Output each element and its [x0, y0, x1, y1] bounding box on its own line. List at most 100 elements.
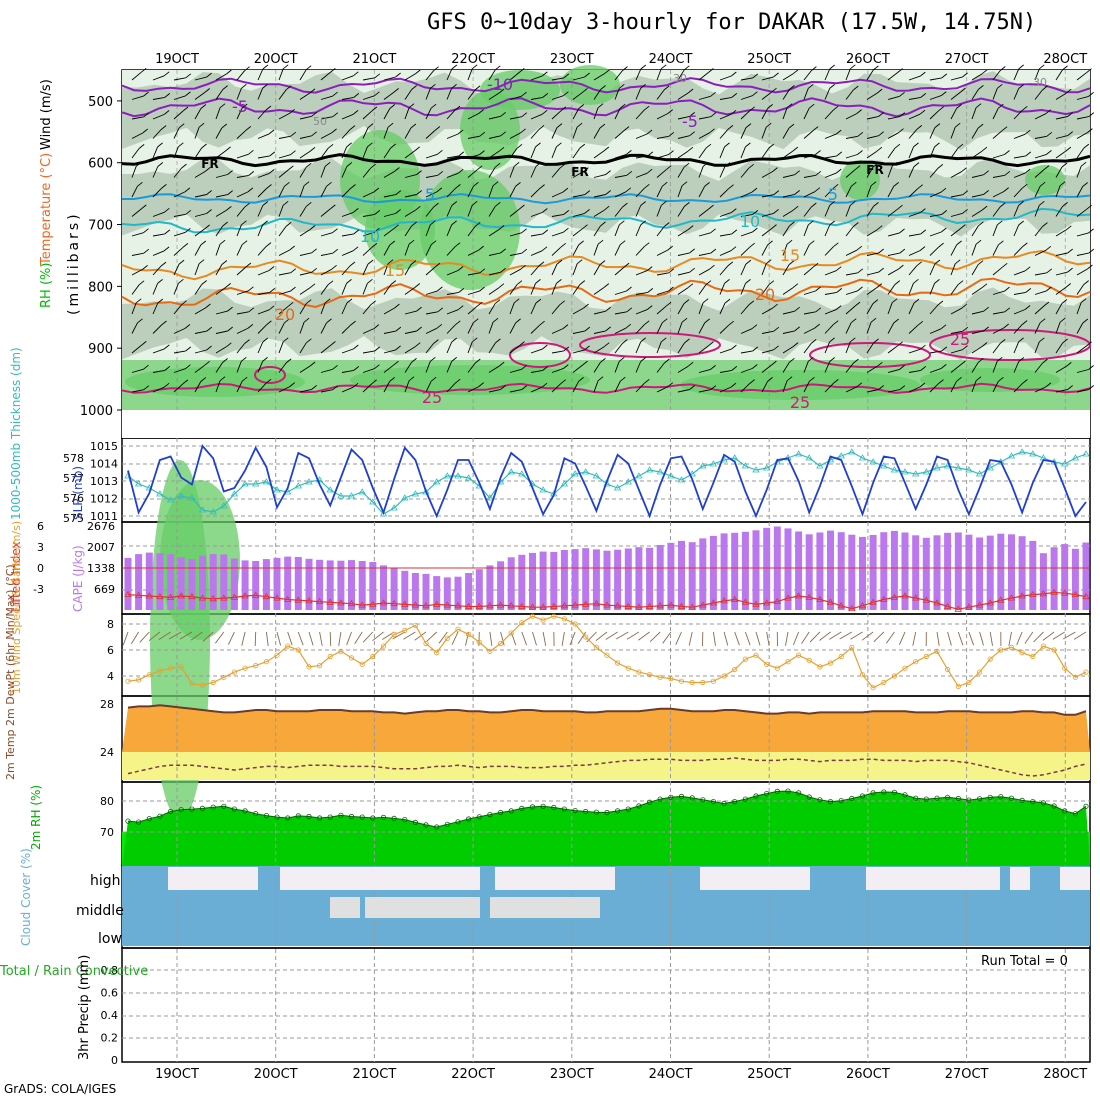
wind-barb — [929, 246, 939, 256]
wind-barb-flag — [185, 364, 191, 370]
rh2m-line-point — [795, 790, 802, 796]
lifted-index-line-point — [188, 592, 196, 600]
rh2m-line — [127, 790, 1087, 828]
wind-barb — [215, 89, 224, 100]
wind-barb-flag — [1039, 318, 1046, 324]
wind-barb — [971, 209, 983, 217]
wind-barb — [1013, 88, 1020, 100]
wind-barb-flag — [475, 358, 481, 364]
wind-barb-flag — [303, 181, 310, 187]
wind-barb — [929, 350, 942, 354]
wind-barb-flag — [710, 228, 716, 234]
wind-barb — [1055, 116, 1068, 120]
wind-barb-flag — [306, 338, 312, 344]
rh2m-line-point — [1062, 808, 1068, 814]
wind-barb — [152, 114, 165, 120]
thickness-line-point — [869, 458, 877, 465]
wind-barb — [551, 383, 562, 393]
cape-bar — [1071, 548, 1079, 610]
wind-barb — [509, 116, 522, 120]
thickness-line-point — [613, 484, 622, 491]
wind-speed-line-point — [881, 679, 887, 686]
wind-10m-barb — [957, 631, 964, 646]
lifted-index-line-point — [784, 594, 792, 601]
wind-barb — [1076, 389, 1089, 393]
thickness-line-point — [411, 490, 420, 497]
wind-barb — [866, 303, 874, 315]
wind-barb-flag — [349, 125, 356, 130]
wind-barb — [509, 208, 520, 217]
wind-barb — [866, 229, 878, 237]
wind-barb — [509, 148, 518, 159]
wind-barb-flag — [374, 91, 380, 97]
wind-barb-flag — [387, 259, 394, 265]
wind-10m-barb — [346, 631, 352, 646]
cape-bar — [837, 532, 845, 610]
wind-barb-flag — [200, 104, 207, 109]
lifted-index-line-point — [251, 591, 260, 598]
wind-barb-flag — [622, 66, 628, 71]
wind-barb-flag — [640, 220, 646, 226]
wind-barb — [1013, 68, 1020, 81]
wind-barb-flag — [919, 382, 926, 388]
cape-bar — [614, 549, 622, 610]
wind-barb — [908, 250, 921, 256]
wind-barb-flag — [583, 303, 589, 309]
cape-bar — [156, 553, 164, 610]
rh2m-line-point — [316, 815, 323, 821]
wind-barb-flag — [285, 222, 292, 227]
wind-barb — [257, 109, 267, 120]
lifted-index-line-point — [645, 602, 654, 609]
wind-speed-line-point — [859, 672, 866, 678]
wind-speed-line-point — [327, 653, 333, 660]
pressure-tick-label: 1000 — [80, 404, 113, 419]
wind-barb-flag — [808, 83, 814, 89]
thickness-tick: 578 — [63, 452, 84, 465]
wind-barb — [1055, 252, 1068, 256]
wind-barb-flag — [983, 190, 989, 195]
wind-barb — [908, 96, 921, 100]
wind-barb-flag — [873, 65, 879, 71]
wind-barb — [488, 206, 496, 217]
wind-speed-line-point — [540, 617, 546, 623]
wind-barb — [257, 224, 264, 237]
wind-barb — [257, 324, 267, 334]
wind-barb — [551, 328, 564, 334]
wind-barb — [551, 168, 561, 178]
wind-barb-flag — [163, 246, 170, 252]
wind-barb-flag — [710, 91, 716, 97]
wind-barb-flag — [436, 323, 443, 329]
wind-barb — [635, 88, 642, 100]
contour-label: 15 — [385, 261, 405, 280]
wind-barb-flag — [857, 286, 863, 292]
wind-barb — [677, 185, 683, 198]
rh2m-line-point — [806, 794, 812, 800]
wind-barb-flag — [792, 283, 799, 289]
wind-barb-flag — [815, 307, 822, 313]
wind-barb — [593, 264, 601, 276]
wind-barb — [866, 271, 879, 276]
wind-barb — [908, 265, 918, 276]
wind-barb — [992, 266, 1003, 276]
wind-10m-barb — [1016, 631, 1023, 646]
rh2m-line-point — [263, 812, 269, 819]
rh2m-line-point — [881, 789, 887, 795]
wind-barb — [152, 188, 162, 198]
wind-barb — [614, 108, 621, 120]
wind-barb-flag — [792, 146, 799, 152]
wind-barb — [761, 244, 768, 256]
wind-barb-flag — [765, 259, 772, 265]
wind-barb-flag — [219, 103, 226, 109]
date-label-top: 27OCT — [945, 52, 989, 67]
wind-barb-flag — [687, 88, 694, 94]
lifted-index-line-point — [379, 599, 388, 606]
slp-tick: 1012 — [90, 493, 118, 506]
wind-barb-flag — [977, 123, 984, 129]
wind-speed-line-point — [785, 659, 791, 665]
wind-barb-flag — [408, 239, 415, 245]
cloud-mid-gap — [330, 897, 360, 918]
wind-barb — [1013, 309, 1026, 315]
wind-barb-flag — [1004, 170, 1011, 176]
cape-bar — [454, 576, 462, 610]
wind-barb-flag — [160, 125, 167, 130]
